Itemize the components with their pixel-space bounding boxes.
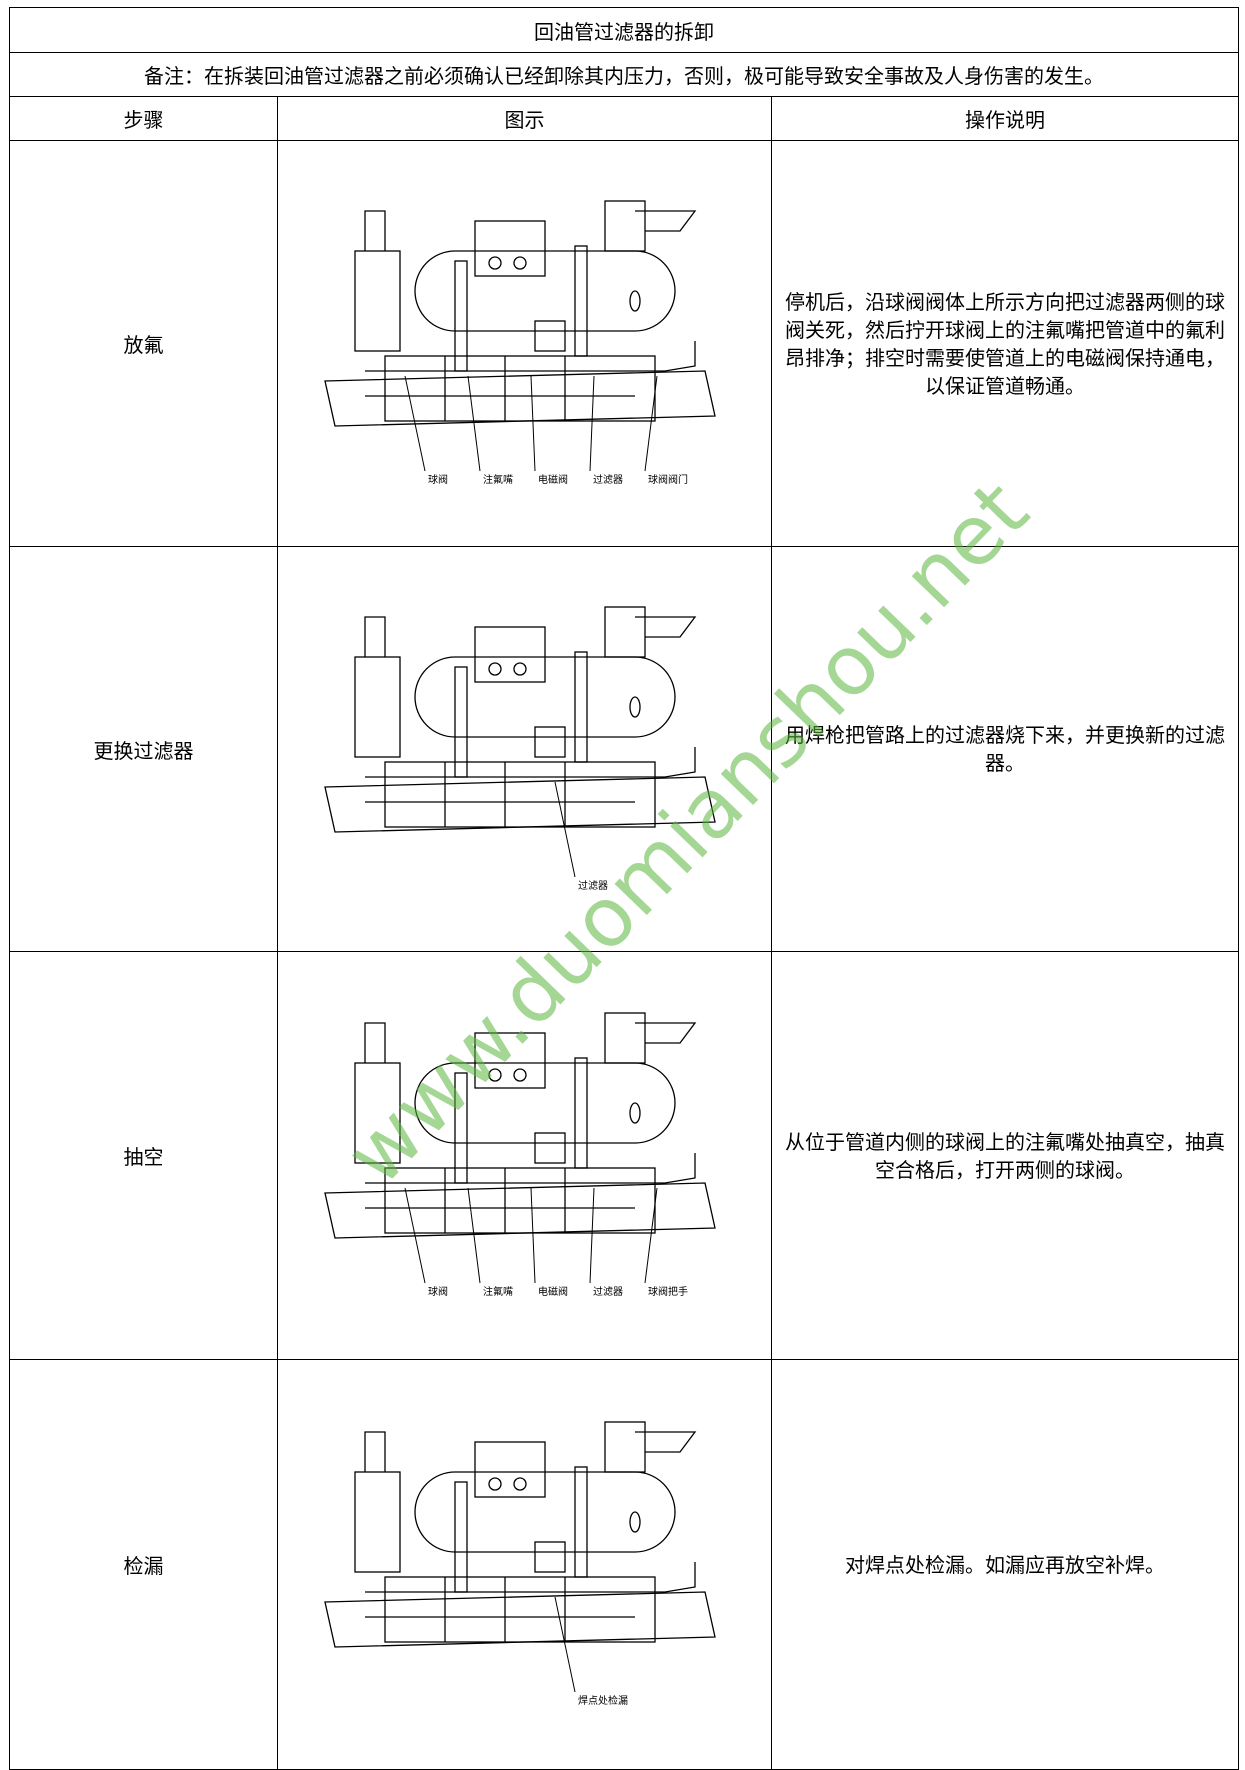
illustration: 球阀 注氟嘴 电磁阀 过滤器 球阀把手 [277, 951, 772, 1360]
leader-line [530, 375, 535, 472]
step: 放氟 [9, 140, 278, 547]
diagram-label: 球阀 [428, 1285, 448, 1298]
diagram-label: 球阀 [428, 473, 448, 486]
leader-line [554, 1596, 575, 1693]
leader-line [589, 375, 594, 472]
leader-line [530, 1187, 535, 1284]
description: 对焊点处检漏。如漏应再放空补焊。 [770, 1359, 1240, 1770]
column-header: 图示 [277, 96, 772, 141]
leader-line [644, 1187, 657, 1284]
diagram: 球阀 注氟嘴 电磁阀 过滤器 球阀把手 [323, 1012, 716, 1298]
diagram: 过滤器 [323, 605, 716, 892]
table-row: 更换过滤器 过滤器 用焊枪把管路上的过滤器烧下来，并更换新的过滤器。 [9, 546, 1240, 952]
description: 停机后，沿球阀阀体上所示方向把过滤器两侧的球阀关死，然后拧开球阀上的注氟嘴把管道… [770, 140, 1240, 547]
diagram-label: 球阀把手 [648, 1285, 688, 1298]
diagram-label: 注氟嘴 [483, 1285, 513, 1298]
note: 备注：在拆装回油管过滤器之前必须确认已经卸除其内压力，否则，极可能导致安全事故及… [8, 52, 1240, 97]
leader-line [467, 1187, 480, 1284]
diagram-label: 电磁阀 [538, 473, 568, 486]
step: 更换过滤器 [9, 546, 278, 952]
table-row: 检漏 焊点处检漏 对焊点处检漏。如漏应再放空补焊。 [9, 1359, 1240, 1770]
leader-line [404, 1187, 425, 1284]
leader-line [467, 375, 480, 472]
column-header: 操作说明 [770, 96, 1240, 141]
illustration: 球阀 注氟嘴 电磁阀 过滤器 球阀阀门 [277, 140, 772, 547]
illustration: 焊点处检漏 [277, 1359, 772, 1770]
diagram-label: 过滤器 [578, 879, 608, 892]
leader-line [554, 781, 575, 877]
diagram: 球阀 注氟嘴 电磁阀 过滤器 球阀阀门 [323, 200, 716, 486]
diagram-label: 过滤器 [593, 473, 623, 486]
leader-line [589, 1187, 594, 1284]
step: 检漏 [9, 1359, 278, 1770]
title: 回油管过滤器的拆卸 [8, 7, 1240, 53]
table-row: 抽空 球阀 注氟嘴 电磁阀 过滤器 球阀把手 从位于管道内侧的球阀上的注氟嘴处抽真空，抽真… [9, 951, 1240, 1360]
leader-line [404, 375, 425, 472]
table: 回油管过滤器的拆卸 备注：在拆装回油管过滤器之前必须确认已经卸除其内压力，否则，… [8, 7, 1240, 1770]
column-header: 步骤 [9, 96, 278, 141]
table-row: 放氟 球阀 注氟嘴 电磁阀 过滤器 球阀阀门 停机后，沿球阀阀体上所示方向把过滤器两侧的球… [9, 140, 1240, 547]
description: 用焊枪把管路上的过滤器烧下来，并更换新的过滤器。 [770, 546, 1240, 952]
description: 从位于管道内侧的球阀上的注氟嘴处抽真空，抽真空合格后，打开两侧的球阀。 [770, 951, 1240, 1360]
step: 抽空 [9, 951, 278, 1360]
diagram: 焊点处检漏 [323, 1421, 716, 1707]
illustration: 过滤器 [277, 546, 772, 952]
diagram-label: 过滤器 [593, 1285, 623, 1298]
leader-line [644, 375, 657, 472]
diagram-label: 注氟嘴 [483, 473, 513, 486]
diagram-label: 球阀阀门 [648, 473, 688, 486]
diagram-label: 电磁阀 [538, 1285, 568, 1298]
diagram-label: 焊点处检漏 [578, 1694, 628, 1707]
